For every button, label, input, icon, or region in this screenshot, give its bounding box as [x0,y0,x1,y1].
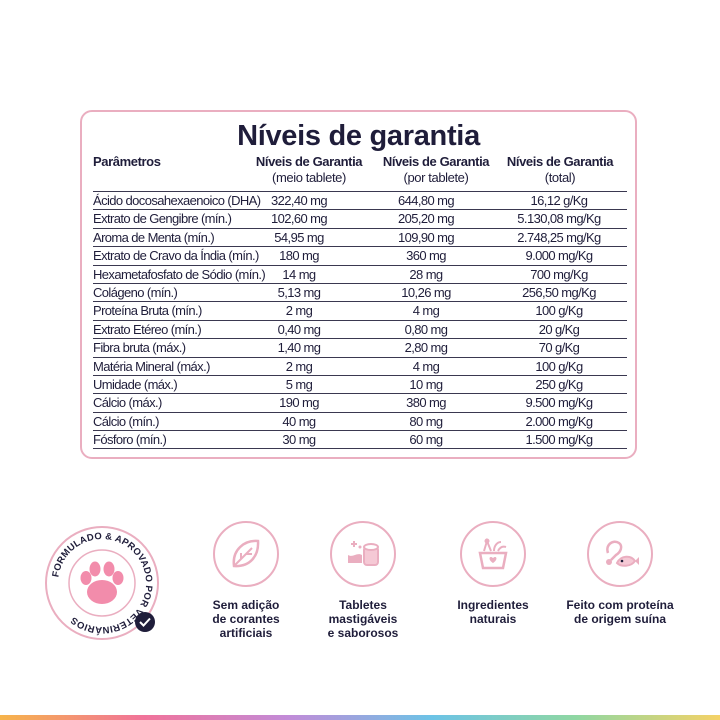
param-cell: Colágeno (mín.) [93,284,178,300]
total-cell: 20 g/Kg [538,321,580,337]
param-cell: Extrato de Cravo da Índia (mín.) [93,248,259,264]
param-cell: Fósforo (mín.) [93,432,167,448]
per-tablet-cell: 109,90 mg [397,229,455,245]
per-tablet-cell: 205,20 mg [397,211,455,227]
half-tablet-cell: 5 mg [285,376,313,392]
per-tablet-cell: 2,80 mg [404,340,448,356]
table-row: Proteína Bruta (mín.) 2 mg 4 mg 100 g/Kg [93,302,627,321]
per-tablet-cell: 4 mg [412,303,440,319]
total-cell: 250 g/Kg [535,376,583,392]
table-row: Matéria Mineral (máx.) 2 mg 4 mg 100 g/Kg [93,358,627,376]
per-tablet-cell: 10,26 mg [401,284,451,300]
half-tablet-cell: 14 mg [282,266,316,282]
feature-natural-ingredients: Ingredientes naturais [433,521,553,626]
total-cell: 700 mg/Kg [530,266,588,282]
table-row: Fósforo (mín.) 30 mg 60 mg 1.500 mg/Kg [93,431,627,450]
param-cell: Cálcio (máx.) [93,395,162,411]
table-row: Cálcio (máx.) 190 mg 380 mg 9.500 mg/Kg [93,394,627,413]
per-tablet-cell: 360 mg [406,248,446,264]
half-tablet-cell: 180 mg [279,248,319,264]
half-tablet-cell: 102,60 mg [270,211,328,227]
table-title: Níveis de garantia [237,120,480,152]
total-cell: 100 g/Kg [535,358,583,374]
table-row: Extrato de Gengibre (mín.) 102,60 mg 205,2… [93,210,627,229]
total-cell: 256,50 mg/Kg [522,284,596,300]
param-cell: Matéria Mineral (máx.) [93,358,210,374]
table-row: Extrato Etéreo (mín.) 0,40 mg 0,80 mg 20 g/… [93,321,627,340]
paw-icon [80,561,124,604]
param-cell: Hexametafosfato de Sódio (mín.) [93,266,266,282]
badge-seal: FORMULADO & APROVADO POR VETERINÁRIOS [45,526,159,640]
feature-pork-protein: Feito com proteína de origem suína [560,521,680,626]
param-cell: Ácido docosahexaenoico (DHA) [93,193,261,208]
param-cell: Proteína Bruta (mín.) [93,303,202,319]
guarantee-table-card: Níveis de garantia Parâmetros Níveis de … [80,110,637,459]
header-per-tablet: Níveis de Garantia (por tablete) [382,154,490,185]
table-row: Colágeno (mín.) 5,13 mg 10,26 mg 256,50 mg/… [93,284,627,303]
total-cell: 70 g/Kg [538,340,580,356]
table-row: Extrato de Cravo da Índia (mín.) 180 mg 36… [93,247,627,266]
half-tablet-cell: 30 mg [282,432,316,448]
feature-chewable-tablets: Tabletes mastigáveis e saborosos [303,521,423,640]
gradient-bottom-bar [0,715,720,720]
feature-no-colorants: Sem adição de corantes artificiais [186,521,306,640]
total-cell: 16,12 g/Kg [530,193,588,208]
table-row: Umidade (máx.) 5 mg 10 mg 250 g/Kg [93,376,627,395]
per-tablet-cell: 10 mg [409,376,443,392]
table-row: Cálcio (mín.) 40 mg 80 mg 2.000 mg/Kg [93,413,627,432]
leaf-icon [213,521,279,587]
checkmark-icon [135,612,155,632]
chewable-tablet-icon [330,521,396,587]
pork-fish-icon [587,521,653,587]
param-cell: Cálcio (mín.) [93,413,159,429]
per-tablet-cell: 644,80 mg [397,193,455,208]
total-cell: 2.748,25 mg/Kg [517,229,601,245]
header-half-tablet: Níveis de Garantia (meio tablete) [255,154,363,185]
total-cell: 2.000 mg/Kg [525,413,593,429]
table-body: Ácido docosahexaenoico (DHA) 322,40 mg 644… [93,191,627,450]
header-parameters: Parâmetros [93,154,161,169]
total-cell: 9.500 mg/Kg [525,395,593,411]
half-tablet-cell: 1,40 mg [277,340,321,356]
table-row: Ácido docosahexaenoico (DHA) 322,40 mg 644… [93,191,627,211]
ingredients-basket-icon [460,521,526,587]
param-cell: Umidade (máx.) [93,376,178,392]
per-tablet-cell: 80 mg [409,413,443,429]
vet-approved-badge: FORMULADO & APROVADO POR VETERINÁRIOS [44,525,160,641]
half-tablet-cell: 2 mg [285,303,313,319]
half-tablet-cell: 40 mg [282,413,316,429]
per-tablet-cell: 0,80 mg [404,321,448,337]
param-cell: Extrato Etéreo (mín.) [93,321,202,337]
total-cell: 100 g/Kg [535,303,583,319]
half-tablet-cell: 2 mg [285,358,313,374]
per-tablet-cell: 4 mg [412,358,440,374]
per-tablet-cell: 380 mg [406,395,446,411]
param-cell: Aroma de Menta (mín.) [93,229,215,245]
per-tablet-cell: 60 mg [409,432,443,448]
total-cell: 9.000 mg/Kg [525,248,593,264]
param-cell: Fibra bruta (máx.) [93,340,186,356]
param-cell: Extrato de Gengibre (mín.) [93,211,232,227]
half-tablet-cell: 190 mg [279,395,319,411]
total-cell: 5.130,08 mg/Kg [517,211,601,227]
table-row: Hexametafosfato de Sódio (mín.) 14 mg 28 m… [93,266,627,284]
table-row: Aroma de Menta (mín.) 54,95 mg 109,90 mg 2.… [93,229,627,248]
total-cell: 1.500 mg/Kg [525,432,593,448]
header-total: Níveis de Garantia (total) [506,154,614,185]
half-tablet-cell: 0,40 mg [277,321,321,337]
half-tablet-cell: 322,40 mg [270,193,328,208]
per-tablet-cell: 28 mg [409,266,443,282]
half-tablet-cell: 54,95 mg [274,229,324,245]
half-tablet-cell: 5,13 mg [277,284,321,300]
table-row: Fibra bruta (máx.) 1,40 mg 2,80 mg 70 g/Kg [93,339,627,358]
